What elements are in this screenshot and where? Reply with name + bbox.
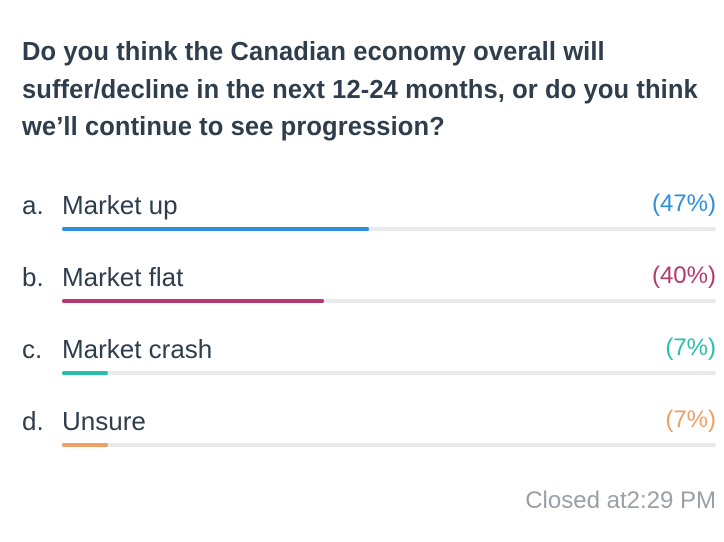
result-bar-track <box>62 371 716 375</box>
poll-options: a. Market up (47%) b. Market flat (40%) … <box>22 184 716 472</box>
option-percent: (40%) <box>651 262 716 289</box>
option-letter: c. <box>22 334 43 364</box>
option-letter: d. <box>22 406 44 436</box>
poll-option-a: a. Market up (47%) <box>22 184 716 256</box>
poll-option-d: d. Unsure (7%) <box>22 400 716 472</box>
result-bar-track <box>62 227 716 231</box>
poll-option-b: b. Market flat (40%) <box>22 256 716 328</box>
result-bar-fill <box>62 227 370 231</box>
option-percent: (7%) <box>665 334 716 361</box>
result-bar-track <box>62 443 716 447</box>
poll-option-c: c. Market crash (7%) <box>22 328 716 400</box>
option-label: Market up <box>62 190 178 220</box>
option-letter: a. <box>22 190 44 220</box>
option-percent: (47%) <box>651 190 716 217</box>
result-bar-fill <box>62 299 324 303</box>
result-bar-fill <box>62 443 108 447</box>
option-percent: (7%) <box>665 406 716 433</box>
result-bar-track <box>62 299 716 303</box>
option-label: Market flat <box>62 262 184 292</box>
poll-card: Do you think the Canadian economy overal… <box>22 34 716 447</box>
poll-closed-status: Closed at2:29 PM <box>525 487 716 514</box>
result-bar-fill <box>62 371 108 375</box>
option-label: Unsure <box>62 406 146 436</box>
option-letter: b. <box>22 262 44 292</box>
poll-question: Do you think the Canadian economy overal… <box>22 38 698 141</box>
option-label: Market crash <box>62 334 213 364</box>
